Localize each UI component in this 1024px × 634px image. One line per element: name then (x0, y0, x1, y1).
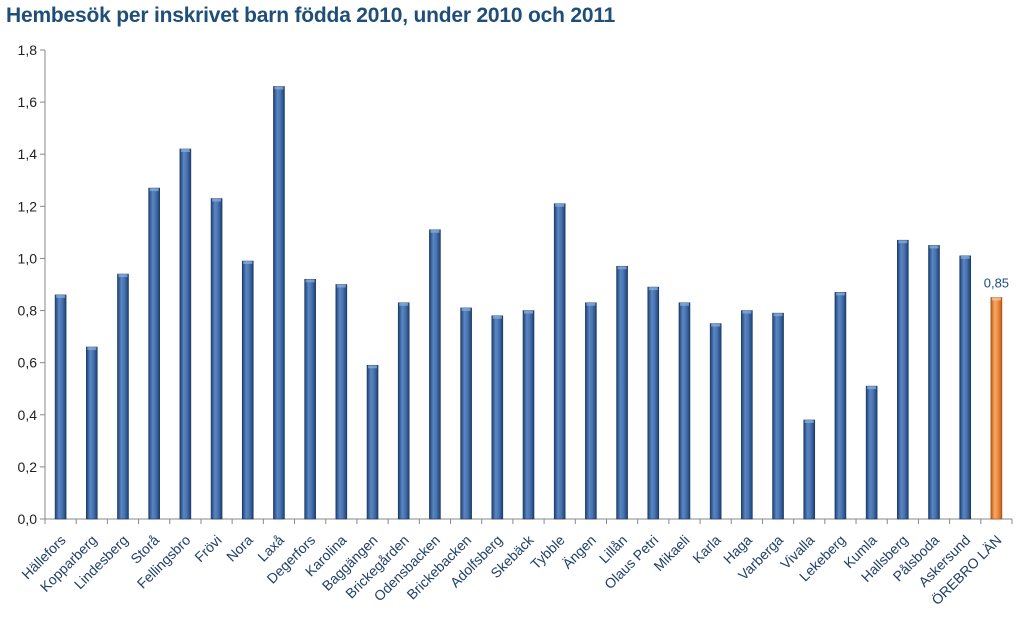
bar (366, 364, 379, 520)
y-tick-label: 1,2 (18, 198, 38, 214)
bar-cap (336, 284, 346, 288)
bars (54, 86, 1003, 520)
bar (678, 302, 691, 520)
x-category-label: Frövi (191, 532, 224, 565)
bar-cap (586, 302, 596, 306)
bar-cap (274, 86, 284, 90)
bar (241, 260, 254, 520)
bar-cap (960, 255, 970, 259)
y-tick-label: 0,8 (18, 303, 38, 319)
y-tick-label: 0,4 (18, 407, 38, 423)
data-label: 0,85 (984, 276, 1009, 291)
bar-cap (679, 302, 689, 306)
y-tick-label: 1,6 (18, 94, 38, 110)
bar-cap (180, 149, 190, 153)
bar-cap (742, 310, 752, 314)
bar-cap (867, 386, 877, 390)
bar-cap (461, 307, 471, 311)
bar (865, 385, 878, 520)
bar (616, 265, 628, 520)
bar (928, 245, 940, 520)
x-category-label: Nora (223, 532, 256, 565)
bar (522, 310, 535, 520)
bar-cap (56, 294, 66, 298)
y-axis-tick-labels: 0,0 0,2 0,4 0,6 0,8 1,0 1,2 1,4 1,6 1,8 (18, 42, 38, 527)
bar (397, 302, 410, 520)
bar-cap (773, 313, 783, 317)
data-labels: 0,85 (984, 276, 1009, 291)
bar (803, 419, 816, 520)
bar (491, 315, 504, 520)
bar-cap (243, 261, 253, 265)
bar (741, 310, 753, 520)
bar-cap (492, 315, 502, 319)
bar-cap (368, 365, 378, 369)
bar (54, 294, 67, 520)
bar (647, 286, 660, 520)
bar-cap (149, 188, 159, 192)
bar-cap (648, 287, 658, 291)
bar (585, 302, 597, 520)
bar-cap (929, 245, 939, 249)
bar (553, 203, 566, 520)
chart-title: Hembesök per inskrivet barn födda 2010, … (6, 4, 616, 27)
bar (460, 307, 472, 520)
bar-cap (212, 198, 222, 202)
bar (85, 346, 98, 520)
y-tick-label: 0,0 (18, 511, 38, 527)
bar (304, 278, 316, 520)
x-category-label: Tybble (527, 532, 568, 573)
y-tick-label: 1,8 (18, 42, 38, 58)
bar-cap (991, 297, 1001, 301)
bar-cap (617, 266, 627, 270)
bar (772, 312, 784, 520)
bar-cap (87, 347, 97, 351)
bar-cap (524, 310, 533, 314)
bar (179, 148, 192, 520)
bar-highlight (990, 297, 1003, 520)
bar-cap (711, 323, 721, 327)
bar (897, 239, 909, 520)
x-axis-category-labels: HälleforsKopparbergLindesbergStoråFellin… (18, 531, 1004, 608)
y-tick-label: 0,6 (18, 355, 38, 371)
bar (834, 292, 847, 520)
bar-cap (555, 203, 565, 207)
x-category-label: Karla (689, 532, 724, 567)
bar (335, 284, 348, 520)
bar (117, 273, 129, 520)
bar (210, 198, 223, 520)
bar-cap (430, 229, 440, 233)
bar-cap (305, 279, 315, 283)
y-tick-label: 0,2 (18, 459, 38, 475)
bar (148, 187, 160, 520)
x-category-label: Ängen (559, 532, 599, 572)
y-tick-label: 1,0 (18, 250, 38, 266)
bar-cap (118, 274, 128, 278)
bar (959, 255, 972, 520)
bar-cap (835, 292, 845, 296)
bar-cap (898, 240, 908, 244)
bar (709, 323, 722, 520)
bar-cap (804, 419, 814, 423)
y-tick-label: 1,4 (18, 146, 38, 162)
bar (429, 229, 441, 520)
bar (273, 86, 285, 520)
bar-cap (399, 302, 409, 306)
x-category-label: Mikaeli (650, 532, 692, 574)
